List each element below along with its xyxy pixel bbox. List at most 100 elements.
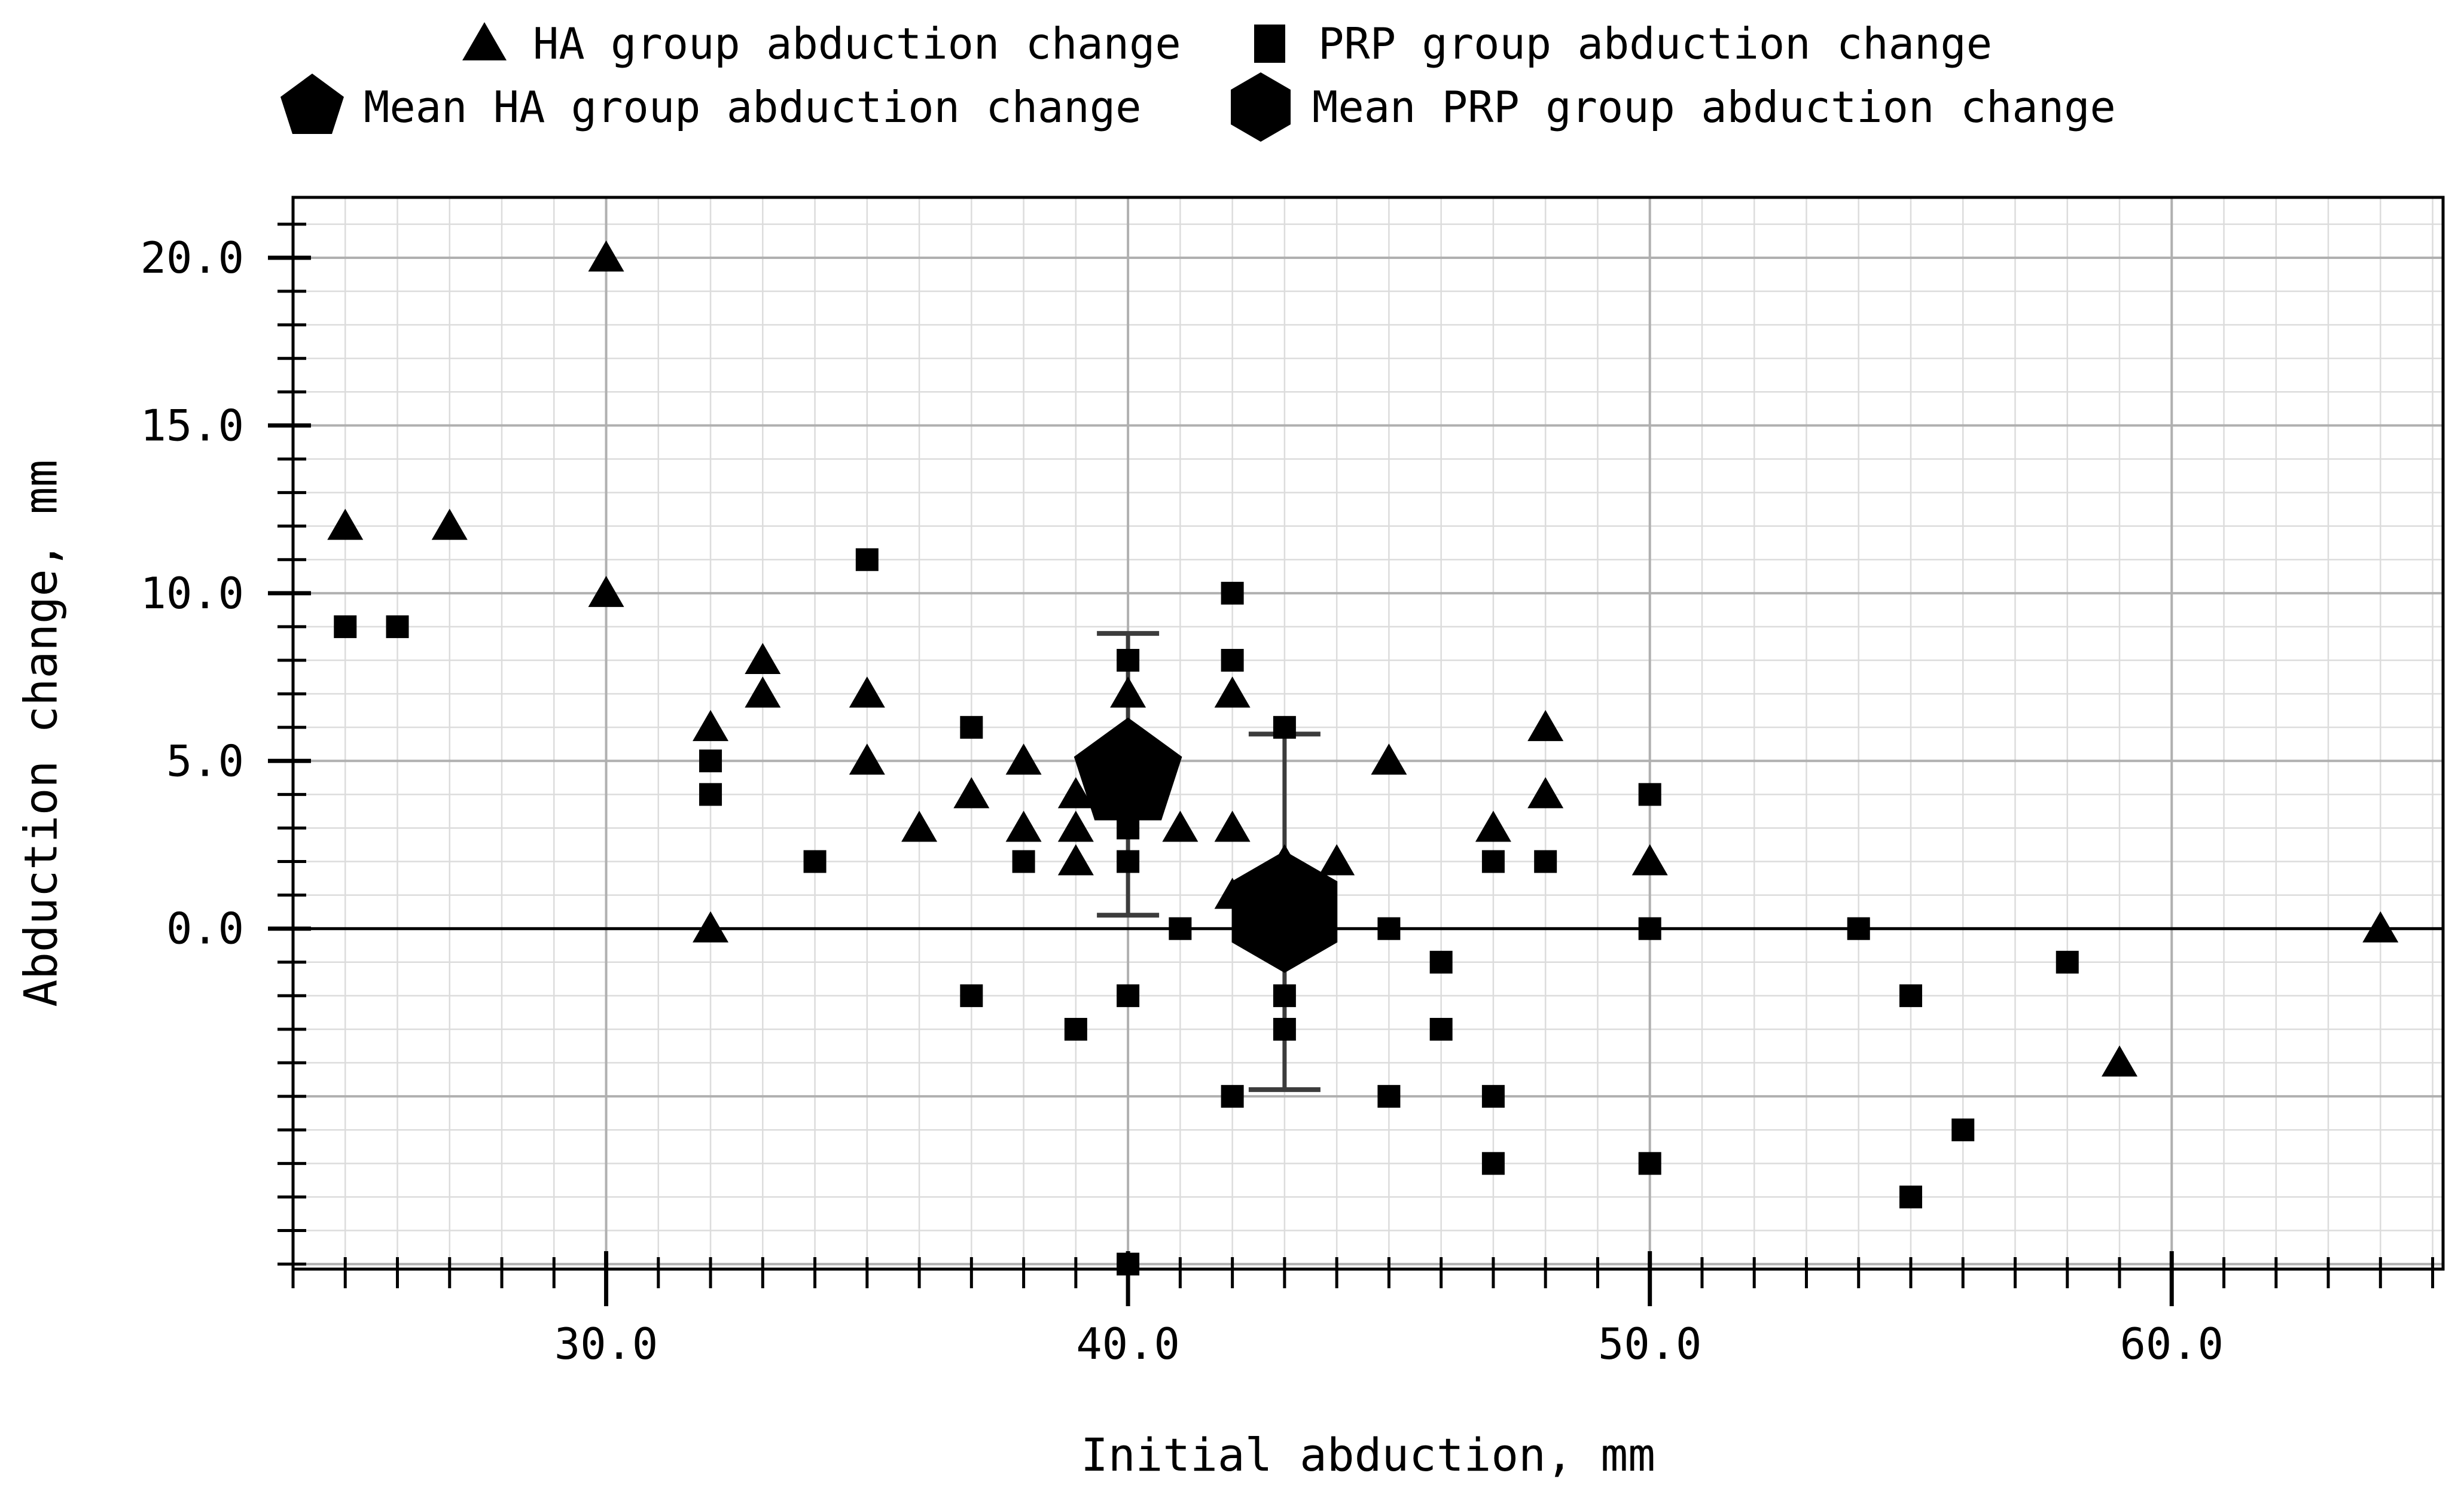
- y-tick-label: 20.0: [141, 233, 244, 283]
- legend-item-label: Mean HA group abduction change: [364, 82, 1142, 132]
- data-point-triangle: [1162, 810, 1199, 842]
- data-point-square: [1221, 1085, 1244, 1108]
- series-ha: [327, 240, 2399, 1077]
- mean-marker-hexagon: [1231, 850, 1338, 973]
- data-point-triangle: [1371, 743, 1407, 775]
- data-point-square: [334, 615, 357, 638]
- y-tick-label: 10.0: [141, 568, 244, 618]
- mean-hexagon: [1231, 850, 1338, 973]
- data-point-square: [1534, 850, 1557, 873]
- data-point-square: [1429, 950, 1453, 974]
- x-tick-label: 60.0: [2120, 1319, 2224, 1369]
- data-point-square: [699, 749, 722, 773]
- data-point-triangle: [901, 810, 938, 842]
- data-point-square: [1638, 783, 1661, 806]
- data-point-triangle: [1214, 676, 1251, 708]
- data-point-triangle: [431, 508, 468, 540]
- data-point-square: [1638, 1152, 1661, 1175]
- data-point-square: [1273, 1017, 1296, 1041]
- y-tick-label: 5.0: [166, 736, 244, 786]
- data-point-triangle: [849, 676, 885, 708]
- pentagon-icon: [280, 74, 344, 134]
- data-point-square: [699, 783, 722, 806]
- data-point-square: [1273, 716, 1296, 739]
- data-point-triangle: [327, 508, 364, 540]
- data-point-square: [855, 548, 879, 571]
- legend-item-prp: PRP group abduction change: [1237, 11, 1992, 77]
- data-point-square: [960, 716, 983, 739]
- data-point-triangle: [745, 643, 781, 675]
- data-point-square: [1481, 1085, 1505, 1108]
- data-point-triangle: [2102, 1045, 2138, 1077]
- data-point-triangle: [588, 240, 624, 272]
- data-point-square: [960, 984, 983, 1007]
- mean-pentagon: [1074, 717, 1182, 821]
- mean-marker-pentagon: [1074, 717, 1182, 821]
- data-point-square: [1273, 984, 1296, 1007]
- data-point-triangle: [1057, 844, 1094, 876]
- data-point-triangle: [2362, 911, 2399, 943]
- x-tick-label: 30.0: [554, 1319, 658, 1369]
- data-point-triangle: [1005, 743, 1042, 775]
- legend-item-label: Mean PRP group abduction change: [1312, 82, 2116, 132]
- data-point-square: [1377, 917, 1401, 940]
- tick-labels: 30.0 40.0 50.0 60.0 0.0 5.0 10.0 15.0 20.0: [141, 233, 2224, 1369]
- data-point-triangle: [745, 676, 781, 708]
- legend-item-mean-ha: Mean HA group abduction change: [276, 74, 1141, 140]
- data-point-square: [1638, 917, 1661, 940]
- data-point-triangle: [1475, 810, 1511, 842]
- data-point-triangle: [693, 911, 729, 943]
- y-tick-label: 0.0: [166, 904, 244, 954]
- square-icon: [1254, 25, 1285, 63]
- data-point-square: [1117, 850, 1140, 873]
- data-point-square: [1951, 1118, 1975, 1142]
- data-point-triangle: [588, 575, 624, 607]
- data-point-square: [1221, 649, 1244, 672]
- data-point-square: [1481, 850, 1505, 873]
- data-point-square: [1117, 984, 1140, 1007]
- data-point-triangle: [1057, 777, 1094, 809]
- legend-item-ha: HA group abduction change: [452, 11, 1181, 77]
- data-point-square: [1169, 917, 1192, 940]
- x-axis-label: Initial abduction, mm: [1081, 1428, 1655, 1481]
- gridlines-minor: [292, 197, 2443, 1269]
- data-point-triangle: [1005, 810, 1042, 842]
- data-point-triangle: [1057, 810, 1094, 842]
- y-tick-label: 15.0: [141, 400, 244, 450]
- gridlines-major: [293, 197, 2443, 1269]
- data-point-triangle: [1632, 844, 1668, 876]
- x-tick-label: 50.0: [1598, 1319, 1701, 1369]
- triangle-icon: [462, 22, 507, 60]
- data-point-square: [1117, 1252, 1140, 1276]
- legend-item-mean-prp: Mean PRP group abduction change: [1225, 72, 2116, 142]
- plot-spines: [291, 196, 2445, 1271]
- data-point-square: [803, 850, 827, 873]
- data-point-triangle: [1110, 676, 1146, 708]
- data-point-square: [1377, 1085, 1401, 1108]
- x-tick-label: 40.0: [1076, 1319, 1179, 1369]
- data-point-triangle: [693, 710, 729, 742]
- data-point-square: [1899, 1185, 1922, 1209]
- hexagon-icon: [1231, 72, 1291, 142]
- data-point-triangle: [1527, 777, 1564, 809]
- y-axis-label: Abduction change, mm: [14, 459, 68, 1007]
- data-point-triangle: [1527, 710, 1564, 742]
- data-point-triangle: [953, 777, 990, 809]
- data-point-triangle: [849, 743, 885, 775]
- legend-item-label: PRP group abduction change: [1318, 19, 1993, 69]
- data-point-square: [1847, 917, 1870, 940]
- data-point-square: [1221, 581, 1244, 605]
- data-point-square: [1012, 850, 1035, 873]
- data-point-square: [1429, 1017, 1453, 1041]
- data-point-square: [2056, 950, 2079, 974]
- data-point-square: [1481, 1152, 1505, 1175]
- data-point-square: [1899, 984, 1922, 1007]
- series-prp: [334, 548, 2079, 1276]
- data-point-square: [1117, 649, 1140, 672]
- data-point-triangle: [1319, 844, 1355, 876]
- legend-item-label: HA group abduction change: [533, 19, 1181, 69]
- data-point-square: [386, 615, 409, 638]
- data-point-triangle: [1214, 810, 1251, 842]
